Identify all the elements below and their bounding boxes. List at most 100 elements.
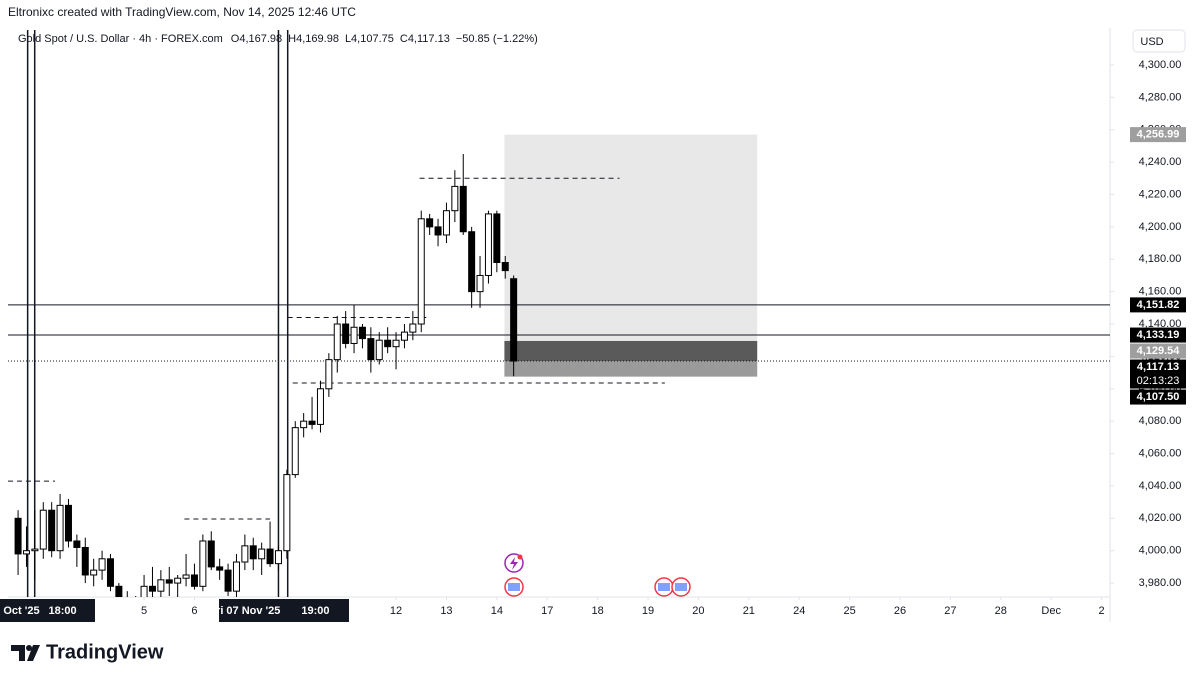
currency-button[interactable] [1132,29,1186,53]
x-tick-label: 5 [141,605,147,617]
x-tick-label: 28 [995,605,1007,617]
candle-body [48,509,56,552]
price-label: 4,129.54 [1137,345,1181,357]
candle-body [190,574,198,587]
y-tick-label: 4,180.00 [1139,253,1182,265]
candle-body [300,420,308,429]
candle-body [266,548,274,565]
candle-body [14,517,22,555]
event-dot [517,554,523,560]
plot [8,30,1110,597]
legend-value: −50.85 (−1.22%) [456,33,538,45]
price-label-box [1130,127,1186,143]
candle-body [274,550,282,565]
candle-body [384,339,392,348]
x-tick-label: 18 [592,605,604,617]
candle-body [115,585,123,597]
legend: Gold Spot / U.S. Dollar · 4h · FOREX.com… [18,33,538,45]
candle-body [426,218,434,228]
price-label-box [1130,327,1186,343]
crosshair-label: Fri 07 Nov '25 [209,605,280,617]
y-tick-label: 4,140.00 [1139,318,1182,330]
y-tick-label: 4,240.00 [1139,156,1182,168]
candle-body [148,585,156,592]
price-label-box [1130,389,1186,405]
position-target-zone [504,134,758,341]
candle-body [493,213,501,263]
candle-body [81,546,89,576]
position-open-zone [504,340,758,362]
x-tick-label: 20 [692,605,704,617]
crosshair-label-box [219,599,349,622]
candle-body [375,339,383,361]
position-stop-zone [504,361,758,377]
x-tick-label: 2 [1099,605,1105,617]
event-icons[interactable] [504,553,691,597]
candle-body [291,427,299,476]
price-label: 4,256.99 [1137,129,1180,141]
price-label-box [1130,343,1186,359]
candle-body [476,274,484,293]
candle-body [199,540,207,587]
candle-body [157,579,165,592]
price-label: 4,117.13 [1137,361,1179,373]
x-tick-label: 14 [491,605,503,617]
x-tick-label: 26 [894,605,906,617]
candle-body [31,548,39,552]
crosshair-label-box [0,599,95,622]
x-tick-label: Dec [1041,605,1061,617]
flag [658,583,670,591]
logo: TradingView [11,641,164,663]
candle-body [342,323,350,344]
y-tick-label: 4,040.00 [1139,480,1182,492]
price-label-box [1130,297,1186,313]
price-label: 4,133.19 [1137,329,1180,341]
legend-value: O4,167.98 [231,33,282,45]
legend-value: L4,107.75 [345,33,394,45]
candle-body [258,548,266,560]
candle-body [316,388,324,425]
candle-body [468,231,476,293]
y-tick-label: 4,060.00 [1139,447,1182,459]
crosshair-label: 19:00 [301,605,329,617]
y-tick-label: 4,160.00 [1139,286,1182,298]
price-label-box [1130,359,1186,389]
x-tick-label: 19 [642,605,654,617]
x-tick-label: 17 [541,605,553,617]
candle-body [283,474,291,552]
candle-body [484,213,492,276]
price-label: 4,107.50 [1137,391,1180,403]
countdown: 02:13:23 [1137,375,1180,387]
candle-body [442,210,450,236]
y-tick-label: 4,020.00 [1139,512,1182,524]
x-tick-label: 13 [440,605,452,617]
y-tick-label: 4,000.00 [1139,545,1182,557]
candle-body [350,326,358,344]
y-tick-label: 3,980.00 [1139,577,1182,589]
candle-body [501,261,509,272]
candle-body [451,185,459,212]
lightning [510,557,518,570]
logo-mark [11,645,25,661]
candle-body [174,577,182,584]
candle-body [182,574,190,579]
legend-title: Gold Spot / U.S. Dollar · 4h · FOREX.com [18,33,223,45]
x-tick-label: 24 [793,605,805,617]
flag [675,583,687,591]
flag [508,583,520,591]
x-tick-label: 6 [191,605,197,617]
candle-body [367,338,375,361]
x-tick-label: 27 [944,605,956,617]
candle-body [90,569,98,576]
candle-body [56,504,64,552]
crosshair-label: Oct '25 [3,605,39,617]
candle-body [165,579,173,584]
axes: 3,980.00 4,000.00 4,020.00 4,040.00 4,060.00… [3,59,1186,617]
logo-mark [27,645,40,661]
candle-body [417,218,425,325]
currency[interactable]: USD [1140,36,1163,48]
y-tick-label: 4,300.00 [1139,59,1182,71]
candle-body [459,185,467,233]
candle-body [140,585,148,597]
